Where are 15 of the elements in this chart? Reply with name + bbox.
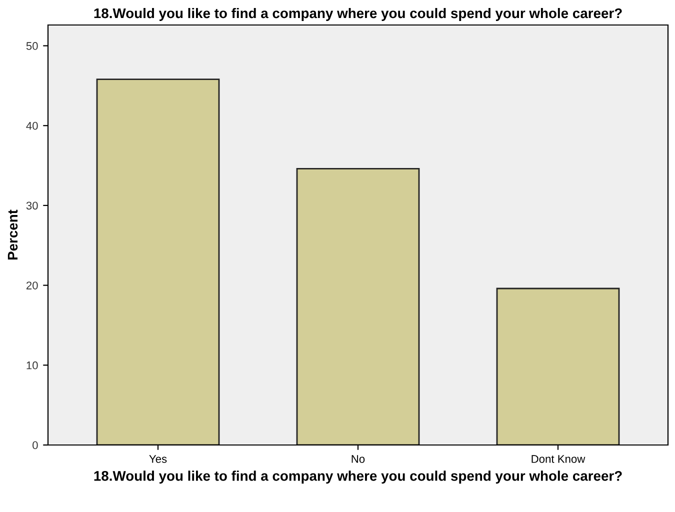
bar	[96, 78, 220, 445]
y-tick-label: 20	[26, 282, 38, 290]
x-tick-label: Yes	[149, 455, 167, 463]
y-tick-label: 10	[26, 361, 38, 370]
chart-title: 18.Would you like to find a company where you could spend your whole career?	[94, 8, 622, 21]
y-tick-label: 40	[26, 122, 38, 130]
y-tick-label: 50	[26, 42, 38, 50]
y-tick-label: 30	[26, 202, 38, 210]
x-tick-label: Dont Know	[532, 455, 586, 463]
y-tick-label: 0	[32, 441, 38, 450]
x-tick-label: No	[352, 455, 365, 463]
x-axis-title: 18.Would you like to find a company where you could spend your whole career?	[94, 470, 622, 484]
bar	[496, 288, 620, 445]
bar	[296, 168, 420, 445]
y-axis-title: Percent	[8, 210, 18, 260]
